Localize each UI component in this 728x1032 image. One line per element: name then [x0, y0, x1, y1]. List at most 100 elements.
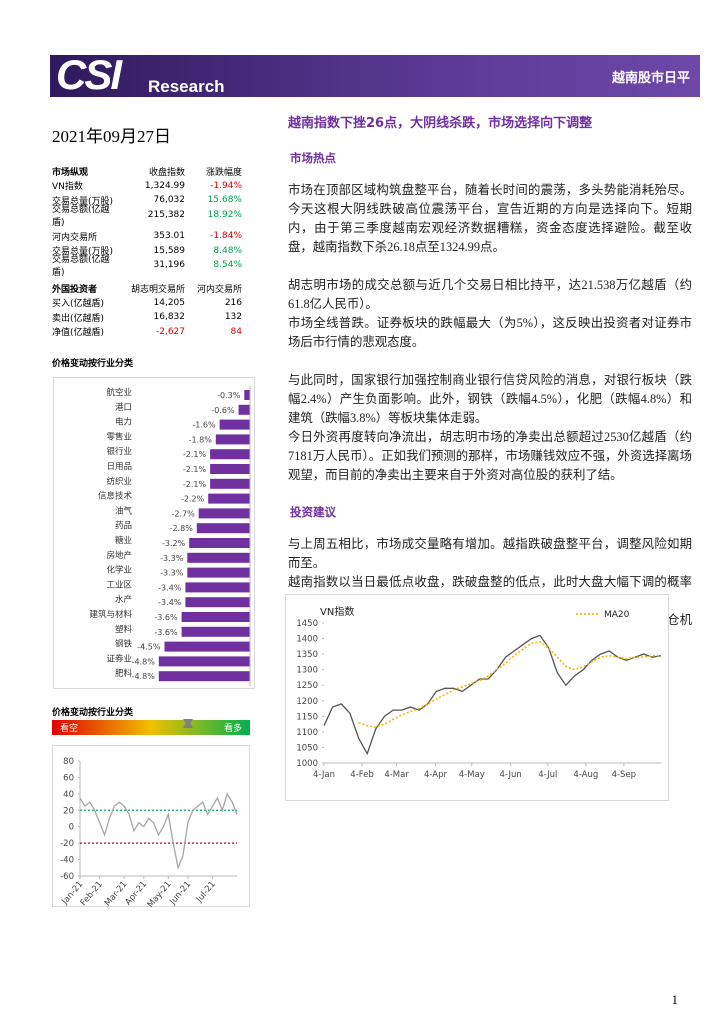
vn-index-chart: 1000 1050 1100 1150 1200 1250 1300 1350 1400 1450… — [285, 594, 669, 801]
y-tick-label: 40 — [63, 790, 74, 800]
y-tick-label: 1300 — [296, 666, 318, 676]
sentiment-marker — [183, 719, 193, 728]
oscillator-chart: 看空 看多-60-40-20020406080Jan-21Feb-21Mar-21… — [52, 719, 250, 908]
table-cell: 132 — [224, 312, 242, 323]
table-cell: 76,032 — [153, 195, 186, 206]
text-block: 市场在顶部区域构筑盘整平台，随着长时间的震荡，多头势能消耗殆尽。今天这根大阴线跌… — [288, 181, 692, 257]
category-label: 银行业 — [106, 446, 132, 457]
category-label: 港口 — [115, 402, 132, 413]
bar — [158, 656, 250, 667]
category-label: 塑料 — [115, 624, 133, 635]
text-block: 胡志明市场的成交总额与近几个交易日相比持平，达21.538万亿越盾（约61.8亿… — [288, 276, 692, 352]
value-label: -2.8% — [170, 524, 194, 533]
category-label: 零售业 — [106, 431, 132, 442]
table-cell: 1,324.99 — [144, 180, 185, 191]
table-cell: 8.54% — [213, 260, 242, 271]
table-cell: -2,627 — [155, 326, 185, 337]
table-cell: 216 — [224, 297, 242, 308]
category-label: 日用品 — [106, 462, 132, 472]
table-cell: 8.48% — [213, 245, 242, 256]
y-tick-label: -20 — [60, 839, 74, 849]
table-cell: 31,196 — [153, 260, 186, 271]
value-label: -0.3% — [217, 391, 241, 400]
header-banner: CSI Research 越南股市日平 — [50, 51, 700, 98]
y-tick-label: 1350 — [296, 650, 318, 660]
table-row: 卖出(亿越盾) 16,832 132 — [52, 310, 242, 325]
table-cell: 15,589 — [153, 245, 186, 256]
table-cell: 交易总量(万股) — [52, 196, 114, 207]
table-cell: 净值(亿越盾) — [52, 328, 105, 339]
table-cell: 涨跌幅度 — [205, 167, 242, 178]
bar — [219, 419, 250, 430]
sentiment-bar — [52, 720, 250, 735]
table-cell: 外国投资者 — [52, 284, 98, 295]
x-tick-label: 4-Mar — [384, 770, 409, 780]
table-cell: 交易总量(万股) — [52, 247, 114, 258]
x-tick-label: 4-Sep — [612, 770, 637, 780]
table-cell: -1.94% — [210, 180, 242, 191]
value-label: -2.1% — [183, 480, 207, 489]
y-tick-label: -40 — [60, 856, 74, 866]
table-row: 市场纵观 收盘指数 涨跌幅度 — [52, 164, 242, 179]
y-tick-label: 1150 — [296, 712, 318, 722]
bar — [185, 582, 250, 593]
value-label: -3.6% — [154, 628, 178, 637]
bar — [189, 538, 250, 548]
value-label: -0.6% — [211, 406, 235, 415]
scale-label: 看空 — [60, 722, 78, 734]
section-heading: 投资建议 — [290, 505, 336, 519]
x-tick-label: 4-Jan — [313, 770, 335, 780]
bar — [238, 404, 250, 415]
category-label: 房地产 — [106, 550, 132, 561]
bar — [244, 390, 250, 400]
chart-title: 价格变动按行业分类 — [52, 708, 134, 718]
paragraph: 今日外资再度转向净流出，胡志明市场的净卖出总额超过2530亿越盾（约7181万人… — [288, 430, 692, 482]
article-title: 越南指数下挫26点，大阴线杀跌，市场选择向下调整 — [288, 116, 593, 131]
value-label: -2.7% — [171, 509, 195, 518]
x-tick-label: 4-Feb — [350, 770, 374, 780]
category-label: 药品 — [115, 520, 132, 531]
value-label: -4.8% — [132, 672, 156, 681]
paragraph: 与此同时，国家银行加强控制商业银行信贷风险的消息，对银行板块（跌幅2.4%）产生… — [288, 373, 692, 425]
table-cell: 215,382 — [147, 209, 185, 220]
text-block: 与此同时，国家银行加强控制商业银行信贷风险的消息，对银行板块（跌幅2.4%）产生… — [288, 371, 692, 485]
category-label: 电力 — [115, 417, 132, 428]
value-label: -3.2% — [162, 539, 186, 548]
table-row: VN指数 1,324.99 -1.94% — [52, 179, 242, 194]
chart-title: VN指数 — [320, 605, 354, 618]
paragraph: 与上周五相比，市场成交量略有增加。越指跌破盘整平台，调整风险如期而至。 — [288, 537, 692, 570]
page-number: 1 — [671, 992, 679, 1007]
category-label: 纺织业 — [106, 476, 132, 487]
category-label: 水产 — [115, 594, 132, 605]
chart-title: 价格变动按行业分类 — [52, 359, 134, 369]
value-label: -3.3% — [160, 569, 184, 578]
category-label: 建筑与材料 — [89, 609, 132, 620]
value-label: -1.8% — [189, 435, 213, 444]
category-label: 化学业 — [106, 565, 132, 576]
x-tick-label: 4-Aug — [573, 770, 598, 780]
table-cell: 河内交易所 — [196, 284, 242, 295]
table-row: 买入(亿越盾) 14,205 216 — [52, 296, 242, 311]
x-tick-label: 4-Apr — [424, 770, 447, 780]
report-date: 2021年09月27日 — [52, 127, 171, 146]
table-row: 净值(亿越盾) -2,627 84 — [52, 325, 242, 340]
category-label: 信息技术 — [98, 491, 133, 502]
table-row: 外国投资者 胡志明交易所 河内交易所 — [52, 281, 242, 296]
table-cell: 卖出(亿越盾) — [52, 313, 105, 324]
value-label: -3.4% — [158, 598, 182, 607]
y-tick-label: 1200 — [296, 697, 318, 707]
value-label: -2.1% — [183, 465, 207, 474]
table-row: 河内交易所 353.01 -1.84% — [52, 229, 242, 244]
table-cell: 河内交易所 — [52, 232, 98, 243]
series-line — [79, 792, 238, 871]
x-tick-label: Jul-21 — [194, 880, 218, 906]
y-tick-label: 1000 — [296, 759, 318, 769]
bar — [215, 434, 250, 445]
report-title: 越南股市日平 — [611, 71, 690, 86]
table-cell: 收盘指数 — [148, 167, 185, 178]
y-tick-label: 1250 — [296, 681, 318, 691]
table-cell: 16,832 — [153, 312, 186, 323]
brand: Research — [148, 77, 225, 96]
x-tick-label: Jun-21 — [167, 880, 193, 908]
table-cell: 14,205 — [153, 297, 186, 308]
